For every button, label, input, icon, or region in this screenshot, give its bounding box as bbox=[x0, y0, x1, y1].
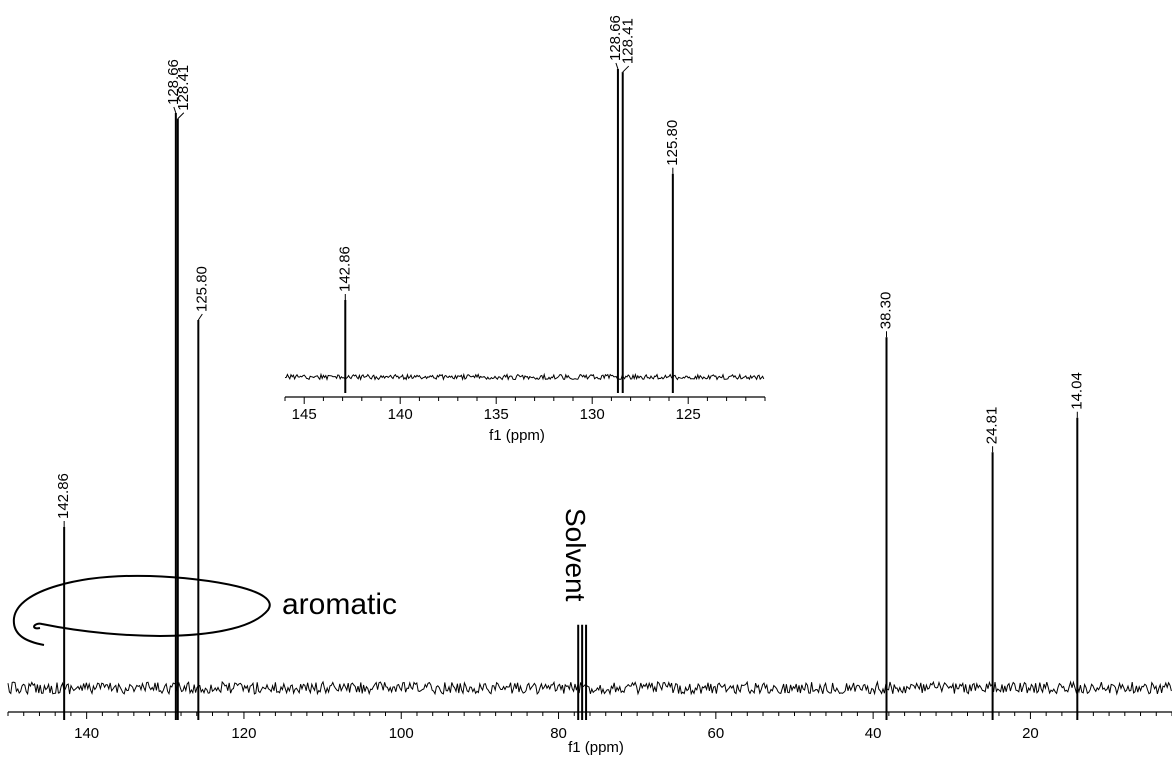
tick-label: 135 bbox=[484, 406, 509, 423]
tick-label: 60 bbox=[707, 725, 724, 742]
peak-connector bbox=[615, 62, 619, 70]
aromatic-annotation: aromatic bbox=[282, 588, 397, 621]
peak-label: 128.66 bbox=[165, 59, 182, 105]
peak-label: 128.66 bbox=[607, 15, 624, 61]
x-axis-title: f1 (ppm) bbox=[568, 739, 624, 756]
baseline-noise bbox=[284, 372, 765, 382]
tick-label: 140 bbox=[74, 725, 99, 742]
baseline-noise bbox=[7, 680, 1172, 696]
peak-label: 128.41 bbox=[620, 18, 637, 64]
peak-label: 38.30 bbox=[878, 292, 895, 330]
tick-label: 120 bbox=[231, 725, 256, 742]
peak-label: 14.04 bbox=[1068, 372, 1085, 410]
tick-label: 145 bbox=[292, 406, 317, 423]
tick-label: 125 bbox=[676, 406, 701, 423]
tick-label: 80 bbox=[550, 725, 567, 742]
peak-label: 125.80 bbox=[664, 120, 681, 166]
tick-label: 20 bbox=[1022, 725, 1039, 742]
peak-label: 142.86 bbox=[336, 246, 353, 292]
tick-label: 100 bbox=[389, 725, 414, 742]
peak-label: 128.41 bbox=[175, 65, 192, 111]
peak-label: 24.81 bbox=[984, 407, 1001, 445]
solvent-annotation: Solvent bbox=[560, 508, 591, 602]
peak-connector bbox=[197, 313, 203, 321]
peak-connector bbox=[177, 112, 185, 120]
annotations: aromatic Solvent bbox=[12, 508, 591, 646]
peak-label: 125.80 bbox=[193, 266, 210, 312]
tick-label: 130 bbox=[580, 406, 605, 423]
tick-label: 40 bbox=[865, 725, 882, 742]
peak-connector bbox=[173, 106, 177, 114]
aromatic-circle-annotation bbox=[12, 574, 271, 646]
peak-connector bbox=[622, 65, 630, 73]
peak-label: 142.86 bbox=[55, 473, 72, 519]
x-axis-title: f1 (ppm) bbox=[489, 427, 545, 444]
tick-label: 140 bbox=[388, 406, 413, 423]
